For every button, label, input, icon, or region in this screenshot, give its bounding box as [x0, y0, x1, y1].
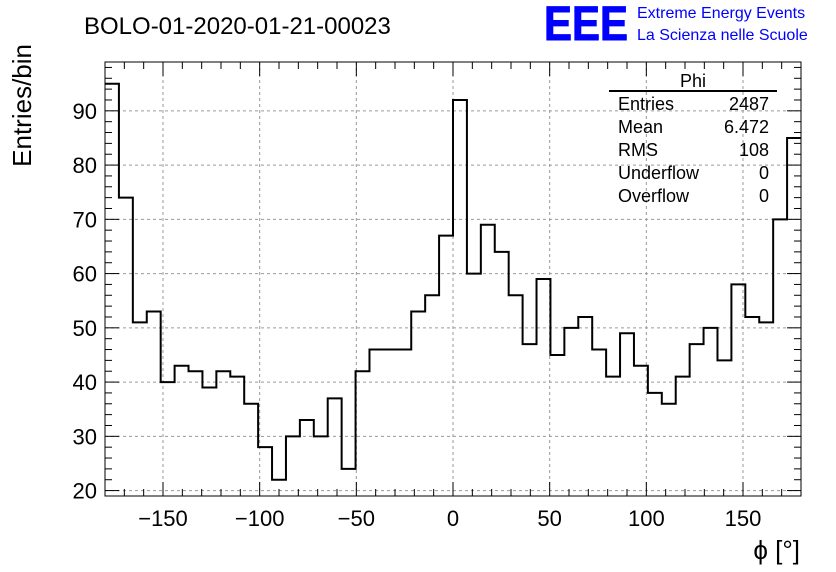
- stats-label: Overflow: [618, 186, 690, 206]
- histogram-outline: [105, 82, 801, 481]
- stats-value: 0: [759, 163, 769, 183]
- x-tick-labels: −150 −100 −50 0 50 100 150: [138, 506, 761, 531]
- eee-logo-line2: La Scienza nelle Scuole: [637, 27, 808, 44]
- x-tick-label: 50: [537, 506, 561, 531]
- y-tick-label: 50: [73, 316, 97, 341]
- stats-label: Mean: [618, 117, 663, 137]
- y-tick-labels: 20 30 40 50 60 70 80 90: [73, 99, 97, 504]
- y-tick-label: 70: [73, 207, 97, 232]
- x-tick-label: −100: [235, 506, 285, 531]
- y-tick-label: 20: [73, 479, 97, 504]
- stats-label: Underflow: [618, 163, 700, 183]
- y-tick-label: 60: [73, 262, 97, 287]
- x-tick-label: 100: [628, 506, 665, 531]
- stats-value: 0: [759, 186, 769, 206]
- stats-label: Entries: [618, 94, 674, 114]
- x-tick-label: −50: [338, 506, 375, 531]
- stats-box: Phi Entries 2487 Mean 6.472 RMS 108 Underflow 0…: [609, 71, 777, 206]
- stats-value: 6.472: [724, 117, 769, 137]
- eee-logo: EEE Extreme Energy Events La Scienza nel…: [544, 0, 808, 52]
- stats-value: 2487: [729, 94, 769, 114]
- y-tick-label: 90: [73, 99, 97, 124]
- stats-box-rows: Entries 2487 Mean 6.472 RMS 108 Underflow 0 Over…: [618, 94, 769, 206]
- eee-logo-mark: EEE: [544, 0, 628, 51]
- stats-value: 108: [739, 140, 769, 160]
- x-tick-label: 0: [447, 506, 459, 531]
- y-axis-label: Entries/bin: [7, 44, 37, 167]
- eee-logo-line1: Extreme Energy Events: [637, 5, 805, 22]
- y-tick-label: 30: [73, 424, 97, 449]
- y-tick-label: 40: [73, 370, 97, 395]
- x-tick-label: −150: [138, 506, 188, 531]
- y-tick-label: 80: [73, 153, 97, 178]
- x-tick-label: 150: [725, 506, 762, 531]
- chart-title: BOLO-01-2020-01-21-00023: [84, 13, 391, 40]
- axis-ticks: [104, 62, 802, 496]
- x-axis-label: ϕ [°]: [753, 535, 800, 565]
- stats-label: RMS: [618, 140, 658, 160]
- stats-box-title: Phi: [680, 71, 706, 91]
